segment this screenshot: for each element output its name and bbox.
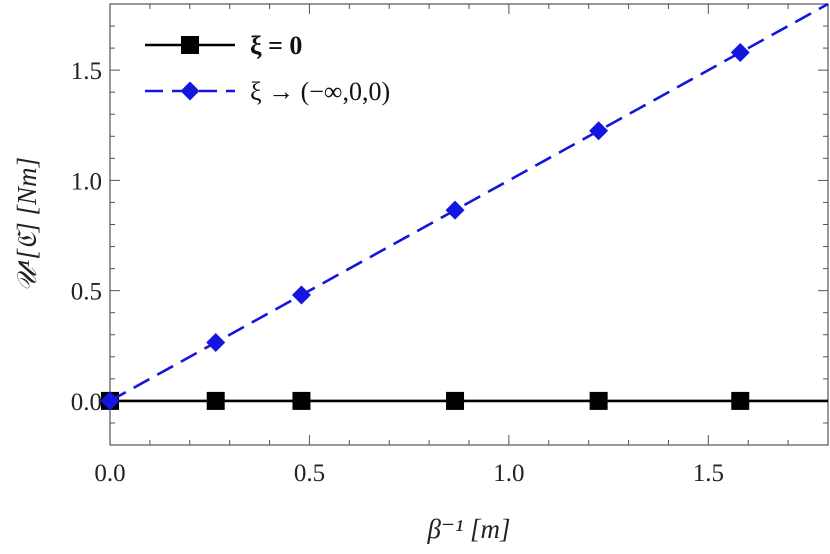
y-tick-label: 1.0 [71, 168, 102, 195]
data-point [100, 391, 120, 411]
legend-entry: ξ = 0 [250, 31, 302, 60]
y-tick-label: 0.0 [71, 389, 102, 416]
x-tick-label: 0.5 [294, 460, 325, 487]
data-point [291, 285, 311, 305]
x-tick-label: 1.5 [693, 460, 724, 487]
x-axis-label: β⁻¹ [m] [426, 514, 510, 544]
series-1 [100, 2, 829, 411]
legend-marker [181, 36, 199, 54]
data-point [445, 200, 465, 220]
data-point [730, 43, 750, 63]
series-layer [100, 2, 829, 411]
legend: ξ = 0 ξ → (−∞,0,0) [145, 31, 390, 106]
x-tick-label: 0.0 [94, 460, 125, 487]
y-tick-label: 1.5 [71, 58, 102, 85]
data-point [206, 391, 225, 410]
series-line [109, 2, 829, 403]
data-point [446, 391, 465, 410]
legend-marker [180, 81, 200, 101]
axes: 0.0 0.5 1.0 1.5 0.0 0.5 1.0 1.5 [71, 3, 829, 487]
y-axis-label: 𝒰¹[ℭ] [Nm] [12, 157, 42, 292]
series-0 [101, 391, 828, 410]
data-point [292, 391, 311, 410]
data-point [589, 391, 608, 410]
x-tick-label: 1.0 [493, 460, 524, 487]
legend-entry: ξ → (−∞,0,0) [250, 77, 390, 106]
data-point [589, 121, 609, 141]
y-tick-label: 0.5 [71, 279, 102, 306]
data-point [206, 332, 226, 352]
data-point [731, 391, 750, 410]
plot-frame [109, 3, 829, 446]
